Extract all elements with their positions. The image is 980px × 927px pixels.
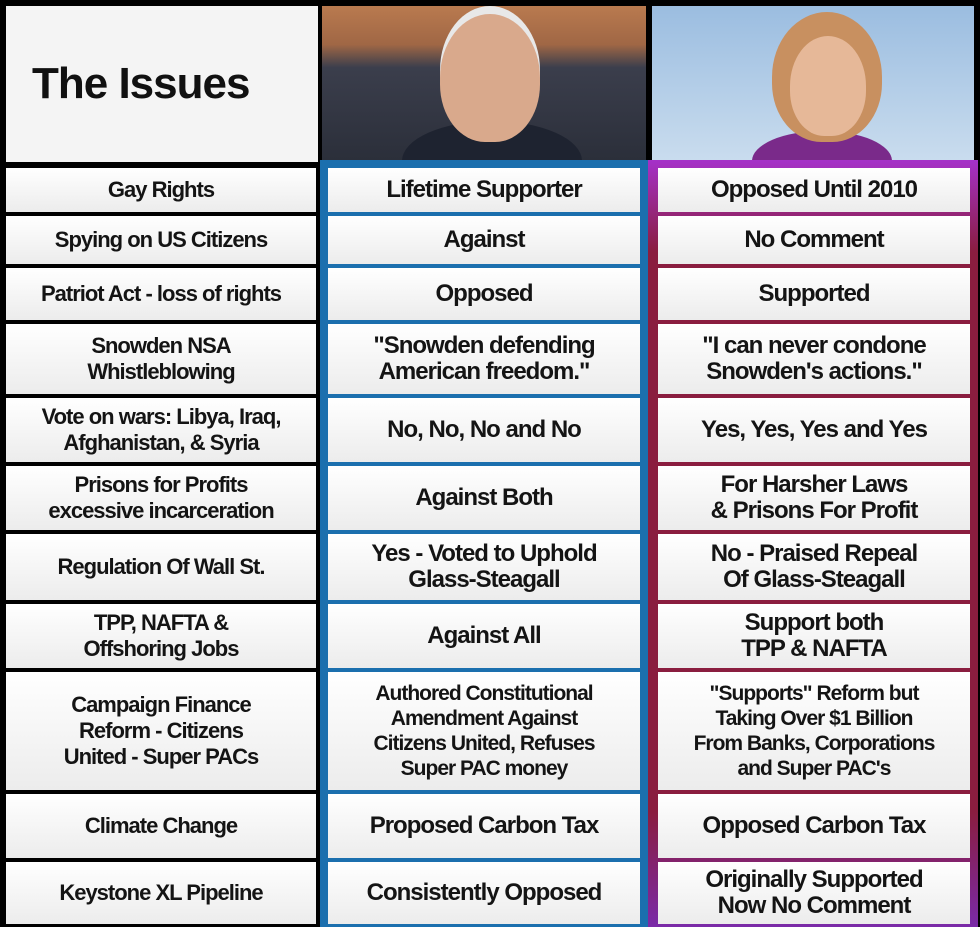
sanders-cell: Yes - Voted to Uphold Glass-Steagall [328, 534, 640, 600]
clinton-photo [652, 6, 974, 160]
issue-cell: Regulation Of Wall St. [6, 534, 316, 600]
sanders-cell: Opposed [328, 268, 640, 320]
sanders-cell: Proposed Carbon Tax [328, 794, 640, 858]
sanders-cell: Against Both [328, 466, 640, 530]
issue-cell: TPP, NAFTA & Offshoring Jobs [6, 604, 316, 668]
issue-cell: Gay Rights [6, 168, 316, 212]
issue-cell: Vote on wars: Libya, Iraq, Afghanistan, … [6, 398, 316, 462]
issue-cell: Climate Change [6, 794, 316, 858]
clinton-cell: Support both TPP & NAFTA [658, 604, 970, 668]
page-title: The Issues [32, 59, 250, 108]
clinton-cell: Supported [658, 268, 970, 320]
issue-cell: Patriot Act - loss of rights [6, 268, 316, 320]
issue-cell: Keystone XL Pipeline [6, 862, 316, 924]
clinton-cell: Opposed Until 2010 [658, 168, 970, 212]
clinton-cell: No Comment [658, 216, 970, 264]
clinton-cell: Yes, Yes, Yes and Yes [658, 398, 970, 462]
sanders-cell: "Snowden defending American freedom." [328, 324, 640, 394]
clinton-cell: "I can never condone Snowden's actions." [658, 324, 970, 394]
clinton-cell: "Supports" Reform but Taking Over $1 Bil… [658, 672, 970, 790]
clinton-cell: No - Praised Repeal Of Glass-Steagall [658, 534, 970, 600]
sanders-photo [322, 6, 646, 160]
issue-cell: Spying on US Citizens [6, 216, 316, 264]
sanders-cell: Against [328, 216, 640, 264]
sanders-cell: Lifetime Supporter [328, 168, 640, 212]
clinton-cell: Originally Supported Now No Comment [658, 862, 970, 924]
clinton-cell: For Harsher Laws & Prisons For Profit [658, 466, 970, 530]
sanders-cell: Against All [328, 604, 640, 668]
sanders-cell: No, No, No and No [328, 398, 640, 462]
issue-cell: Snowden NSA Whistleblowing [6, 324, 316, 394]
title-cell: The Issues [6, 6, 318, 162]
clinton-cell: Opposed Carbon Tax [658, 794, 970, 858]
issue-cell: Campaign Finance Reform - Citizens Unite… [6, 672, 316, 790]
sanders-cell: Consistently Opposed [328, 862, 640, 924]
issue-cell: Prisons for Profits excessive incarcerat… [6, 466, 316, 530]
sanders-cell: Authored Constitutional Amendment Agains… [328, 672, 640, 790]
